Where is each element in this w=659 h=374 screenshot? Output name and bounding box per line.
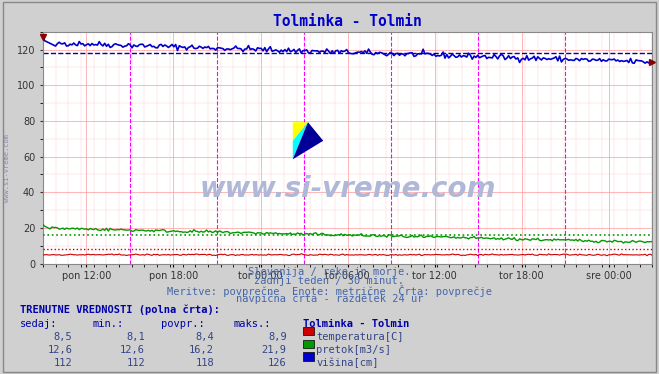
Text: navpična črta - razdelek 24 ur: navpična črta - razdelek 24 ur xyxy=(236,293,423,304)
Text: zadnji teden / 30 minut.: zadnji teden / 30 minut. xyxy=(254,276,405,286)
Text: 8,9: 8,9 xyxy=(268,332,287,342)
Text: 21,9: 21,9 xyxy=(262,345,287,355)
Text: povpr.:: povpr.: xyxy=(161,319,205,329)
Text: min.:: min.: xyxy=(92,319,123,329)
Title: Tolminka - Tolmin: Tolminka - Tolmin xyxy=(273,14,422,29)
Text: 118: 118 xyxy=(196,358,214,368)
Text: višina[cm]: višina[cm] xyxy=(316,358,379,368)
Text: 12,6: 12,6 xyxy=(120,345,145,355)
Text: pretok[m3/s]: pretok[m3/s] xyxy=(316,345,391,355)
Text: 16,2: 16,2 xyxy=(189,345,214,355)
Polygon shape xyxy=(293,122,323,159)
Text: www.si-vreme.com: www.si-vreme.com xyxy=(3,134,10,202)
Text: 8,4: 8,4 xyxy=(196,332,214,342)
Text: 12,6: 12,6 xyxy=(47,345,72,355)
Text: maks.:: maks.: xyxy=(234,319,272,329)
Text: 112: 112 xyxy=(127,358,145,368)
Text: sedaj:: sedaj: xyxy=(20,319,57,329)
Text: 8,5: 8,5 xyxy=(54,332,72,342)
Polygon shape xyxy=(293,122,308,159)
Text: temperatura[C]: temperatura[C] xyxy=(316,332,404,342)
Text: www.si-vreme.com: www.si-vreme.com xyxy=(200,175,496,203)
Text: Meritve: povprečne  Enote: metrične  Črta: povprečje: Meritve: povprečne Enote: metrične Črta:… xyxy=(167,285,492,297)
Text: 112: 112 xyxy=(54,358,72,368)
Polygon shape xyxy=(293,122,308,141)
Text: 126: 126 xyxy=(268,358,287,368)
Text: Slovenija / reke in morje.: Slovenija / reke in morje. xyxy=(248,267,411,278)
Text: 8,1: 8,1 xyxy=(127,332,145,342)
Text: Tolminka - Tolmin: Tolminka - Tolmin xyxy=(303,319,409,329)
Text: TRENUTNE VREDNOSTI (polna črta):: TRENUTNE VREDNOSTI (polna črta): xyxy=(20,305,219,315)
